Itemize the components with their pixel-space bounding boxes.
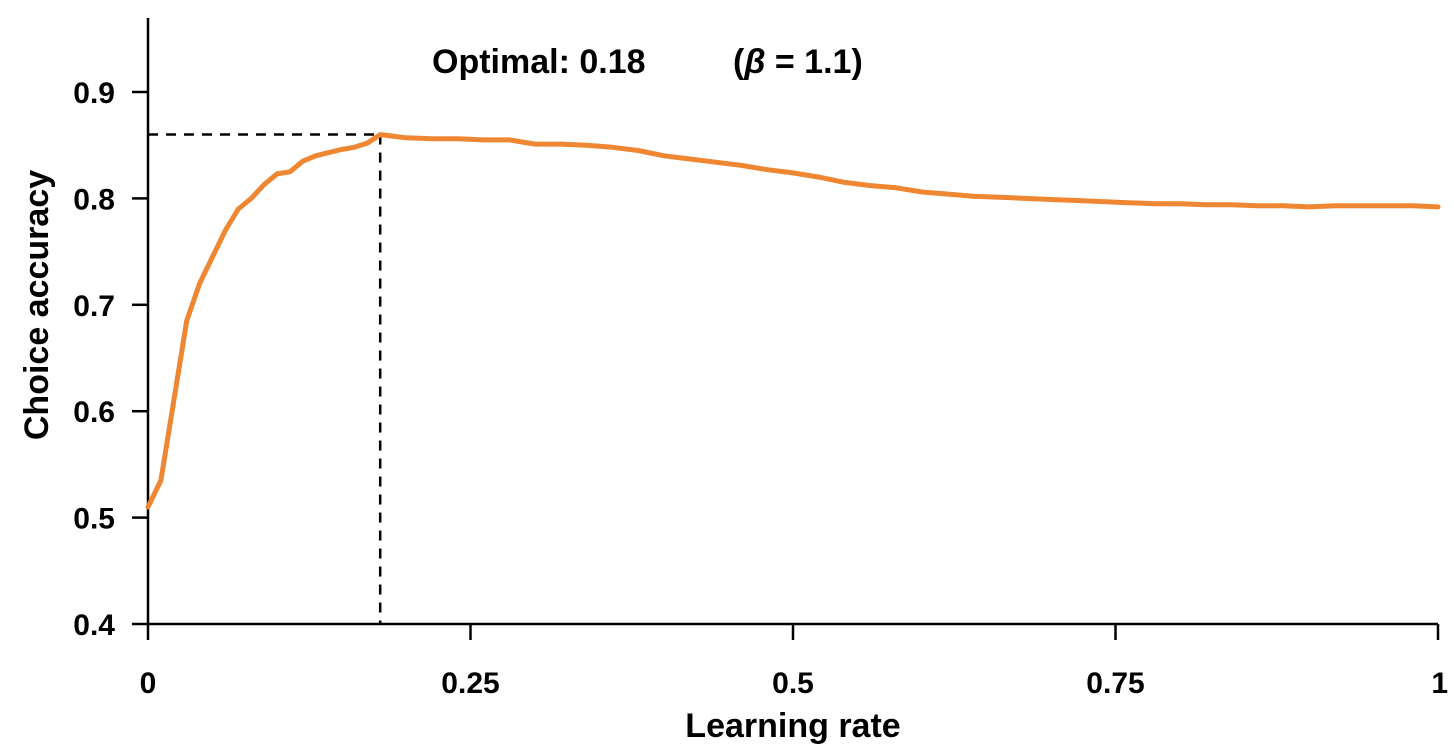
x-tick-label: 0: [140, 667, 157, 700]
y-tick-label: 0.8: [73, 183, 115, 216]
y-tick-label: 0.6: [73, 396, 115, 429]
optimal-annotation: Optimal: 0.18: [432, 43, 646, 81]
y-tick-label: 0.4: [73, 609, 115, 642]
beta-annotation: (β = 1.1): [733, 43, 863, 81]
x-tick-label: 0.5: [772, 667, 814, 700]
beta-rest: = 1.1): [765, 43, 862, 81]
y-tick-label: 0.7: [73, 290, 115, 323]
y-axis-label: Choice accuracy: [18, 170, 56, 440]
x-tick-label: 0.75: [1086, 667, 1144, 700]
y-tick-label: 0.5: [73, 503, 115, 536]
y-ticks: 0.4 0.5 0.6 0.7 0.8 0.9: [73, 77, 148, 642]
x-axis-label: Learning rate: [685, 707, 900, 745]
beta-symbol: β: [743, 43, 765, 81]
x-tick-label: 1: [1431, 667, 1448, 700]
beta-open: (: [733, 43, 745, 81]
x-ticks: 0 0.25 0.5 0.75 1: [140, 624, 1448, 700]
x-tick-label: 0.25: [441, 667, 499, 700]
y-tick-label: 0.9: [73, 77, 115, 110]
series-line: [145, 132, 1441, 510]
